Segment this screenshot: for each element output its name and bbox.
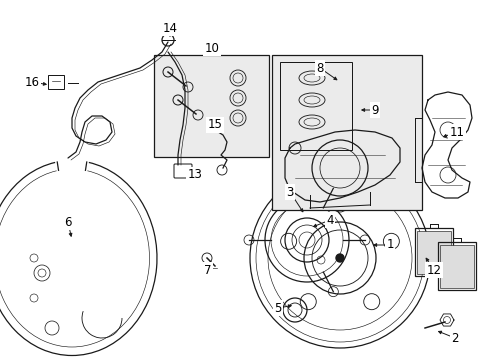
- Bar: [437, 242, 475, 290]
- Text: 16: 16: [24, 76, 40, 89]
- Bar: [271, 55, 421, 210]
- Text: 14: 14: [162, 22, 177, 35]
- Text: 7: 7: [204, 264, 211, 276]
- Bar: [154, 55, 268, 157]
- Text: 9: 9: [370, 104, 378, 117]
- Bar: [414, 228, 452, 276]
- Bar: [439, 245, 473, 288]
- Circle shape: [335, 254, 343, 262]
- Text: 11: 11: [448, 126, 464, 139]
- Text: 5: 5: [274, 302, 281, 315]
- Bar: [280, 62, 351, 150]
- Bar: [48, 75, 64, 89]
- Text: 10: 10: [204, 41, 219, 54]
- Text: 1: 1: [386, 238, 393, 252]
- Text: 2: 2: [450, 332, 458, 345]
- Text: 6: 6: [64, 216, 72, 229]
- Bar: [416, 231, 450, 274]
- Text: 3: 3: [286, 185, 293, 198]
- Text: 15: 15: [207, 118, 222, 131]
- Text: 8: 8: [316, 62, 323, 75]
- Text: 12: 12: [426, 264, 441, 276]
- Text: 13: 13: [187, 168, 202, 181]
- Text: 4: 4: [325, 213, 333, 226]
